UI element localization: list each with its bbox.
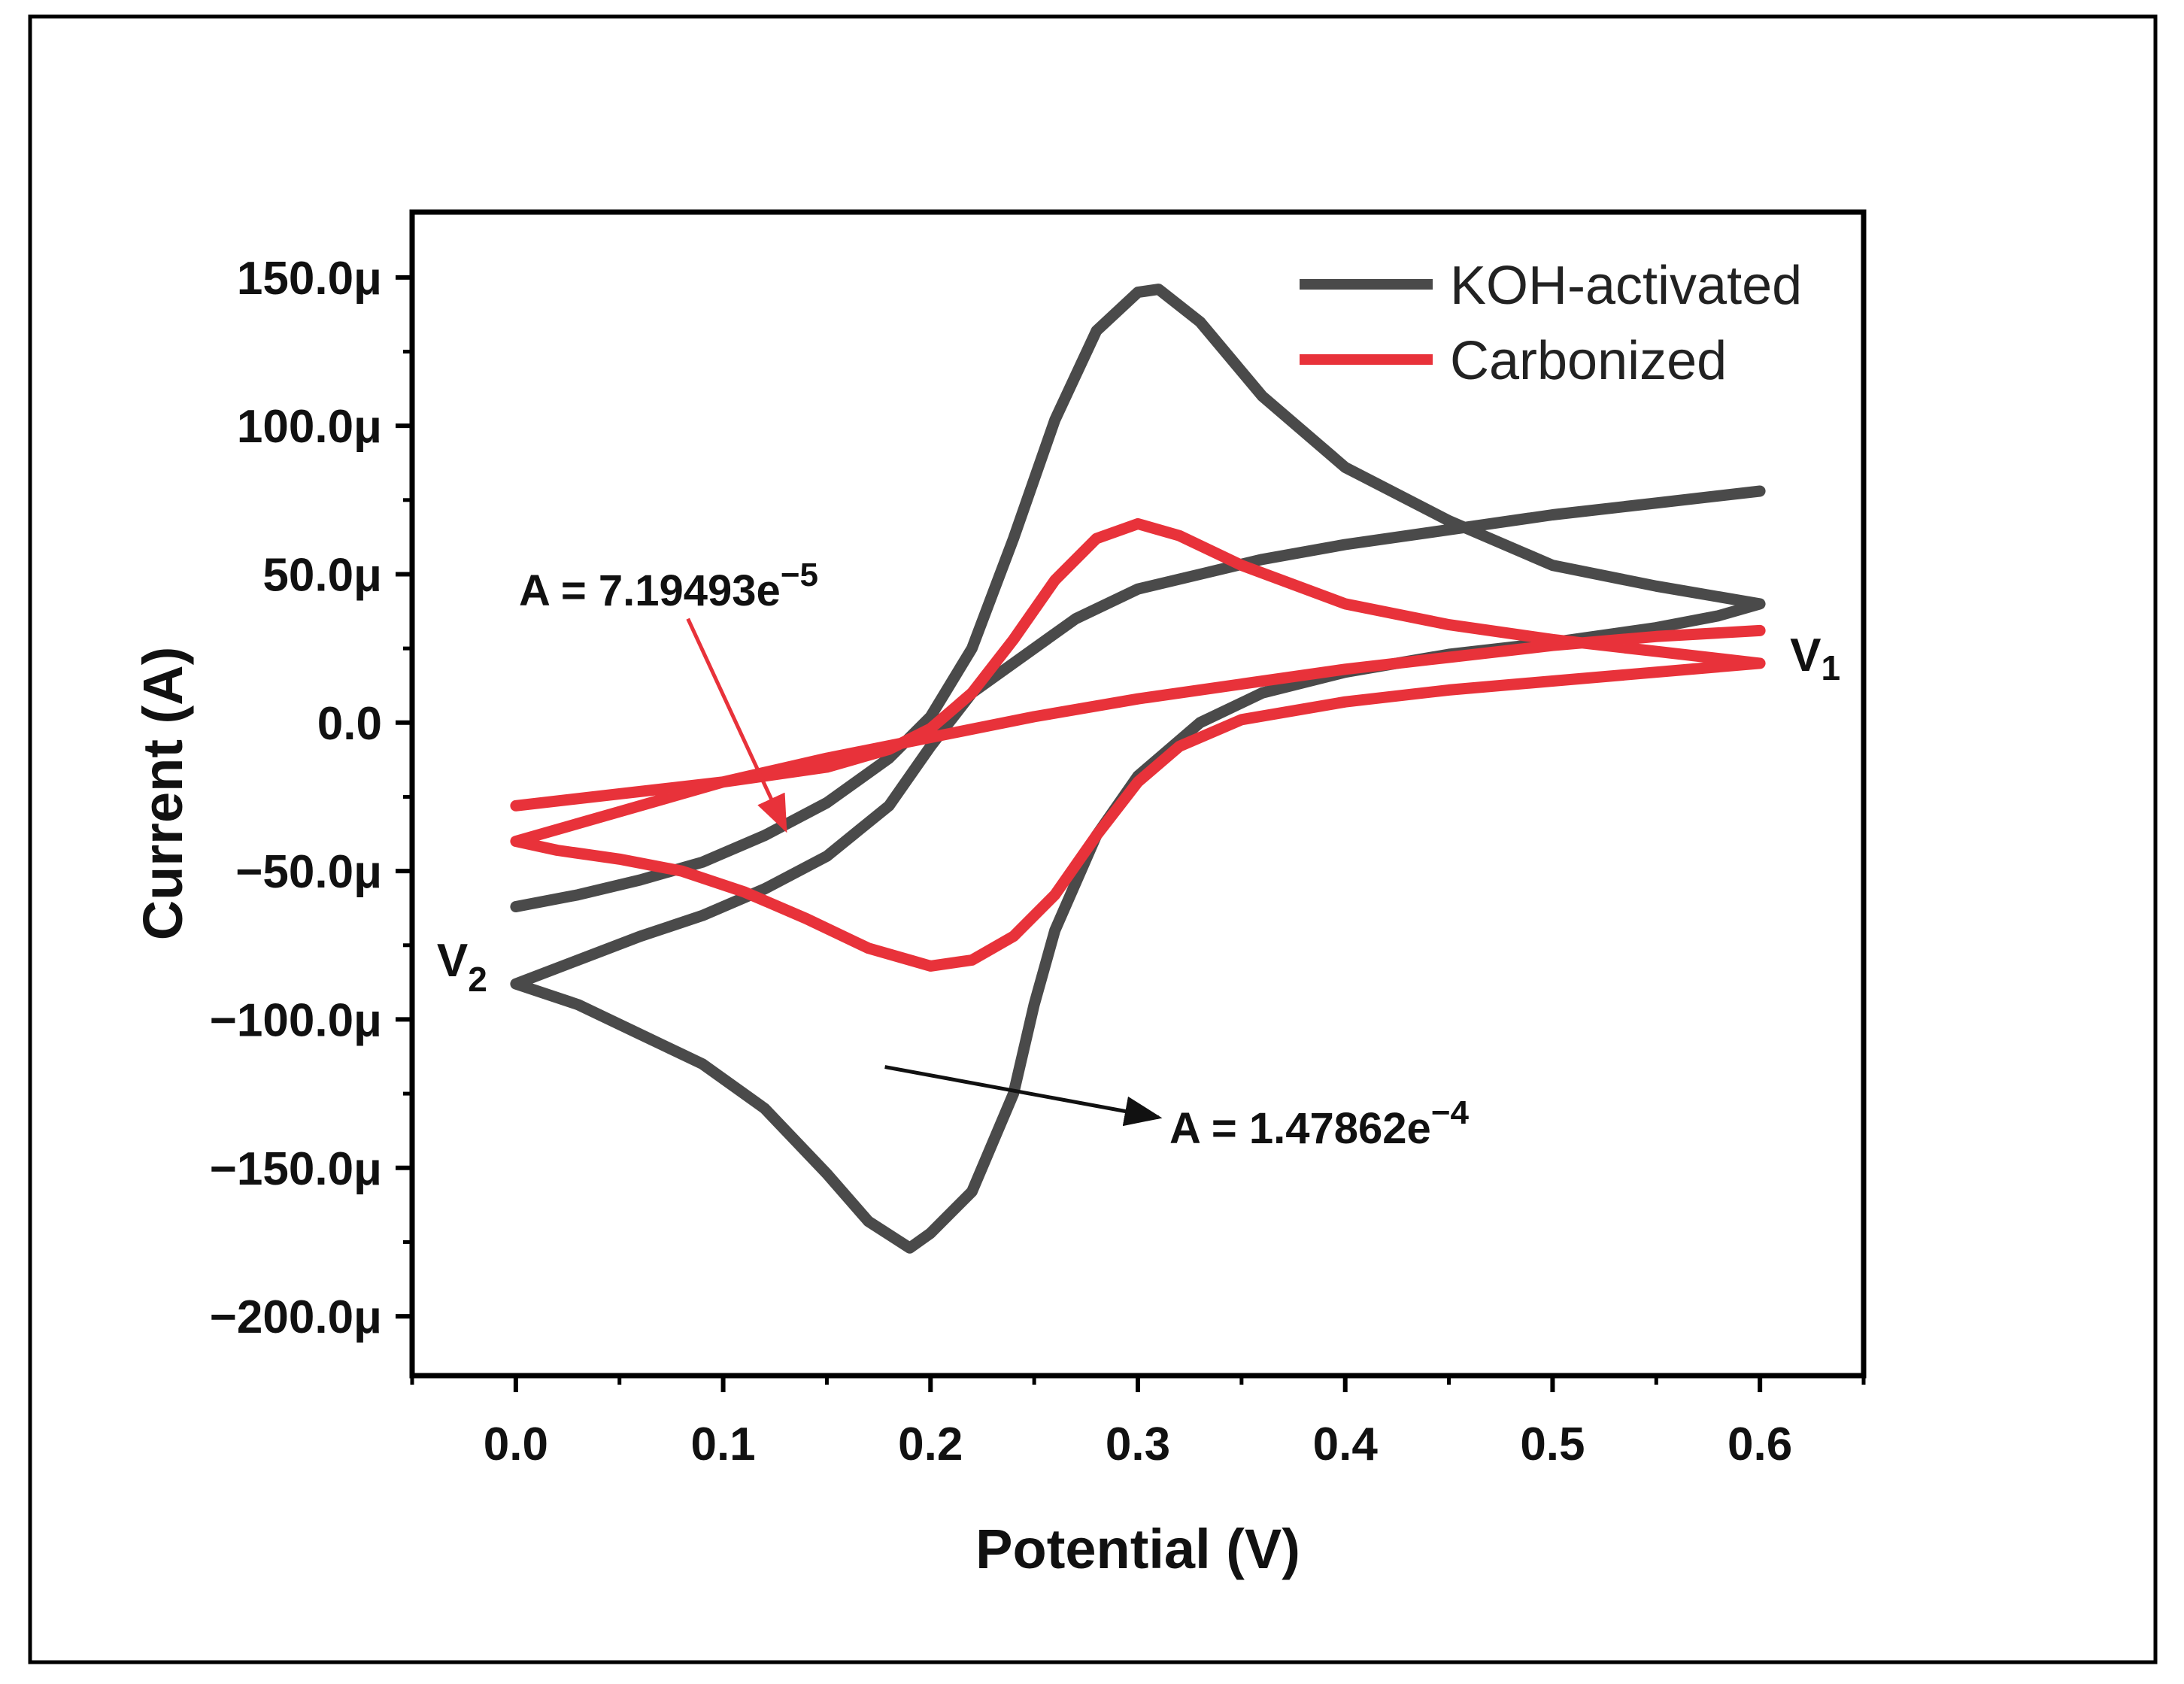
vertex-label-v1: V1 xyxy=(1790,630,1840,687)
y-tick-label: −200.0μ xyxy=(210,1291,382,1343)
annotation-area-koh-activated: A = 1.47862e−4 xyxy=(1169,1094,1469,1153)
y-tick-label: −150.0μ xyxy=(210,1143,382,1195)
x-tick-label: 0.5 xyxy=(1520,1419,1585,1470)
x-tick-label: 0.3 xyxy=(1106,1419,1170,1470)
y-tick-label: 100.0μ xyxy=(237,401,382,453)
annotation-arrow-carbonized xyxy=(686,617,787,833)
legend: KOH-activated Carbonized xyxy=(1300,256,1802,391)
annotation-arrow-koh-activated xyxy=(884,1065,1163,1127)
vertex-label-v2: V2 xyxy=(437,935,487,999)
x-axis-title: Potential (V) xyxy=(975,1518,1300,1580)
x-tick-label: 0.6 xyxy=(1727,1419,1792,1470)
y-tick-label: 50.0μ xyxy=(262,549,382,601)
x-tick-label: 0.2 xyxy=(898,1419,963,1470)
legend-label-carbonized: Carbonized xyxy=(1450,331,1727,391)
y-tick-label: 0.0 xyxy=(317,698,382,750)
x-tick-label: 0.1 xyxy=(690,1419,755,1470)
x-tick-label: 0.0 xyxy=(484,1419,548,1470)
legend-label-koh-activated: KOH-activated xyxy=(1450,256,1802,316)
y-axis-title: Current (A) xyxy=(132,647,194,941)
y-tick-label: −100.0μ xyxy=(210,994,382,1046)
y-tick-label: 150.0μ xyxy=(237,253,382,305)
annotation-area-carbonized: A = 7.19493e−5 xyxy=(519,557,818,615)
series-line-carbonized xyxy=(510,517,1766,972)
y-tick-label: −50.0μ xyxy=(235,846,382,898)
x-tick-label: 0.4 xyxy=(1313,1419,1379,1470)
